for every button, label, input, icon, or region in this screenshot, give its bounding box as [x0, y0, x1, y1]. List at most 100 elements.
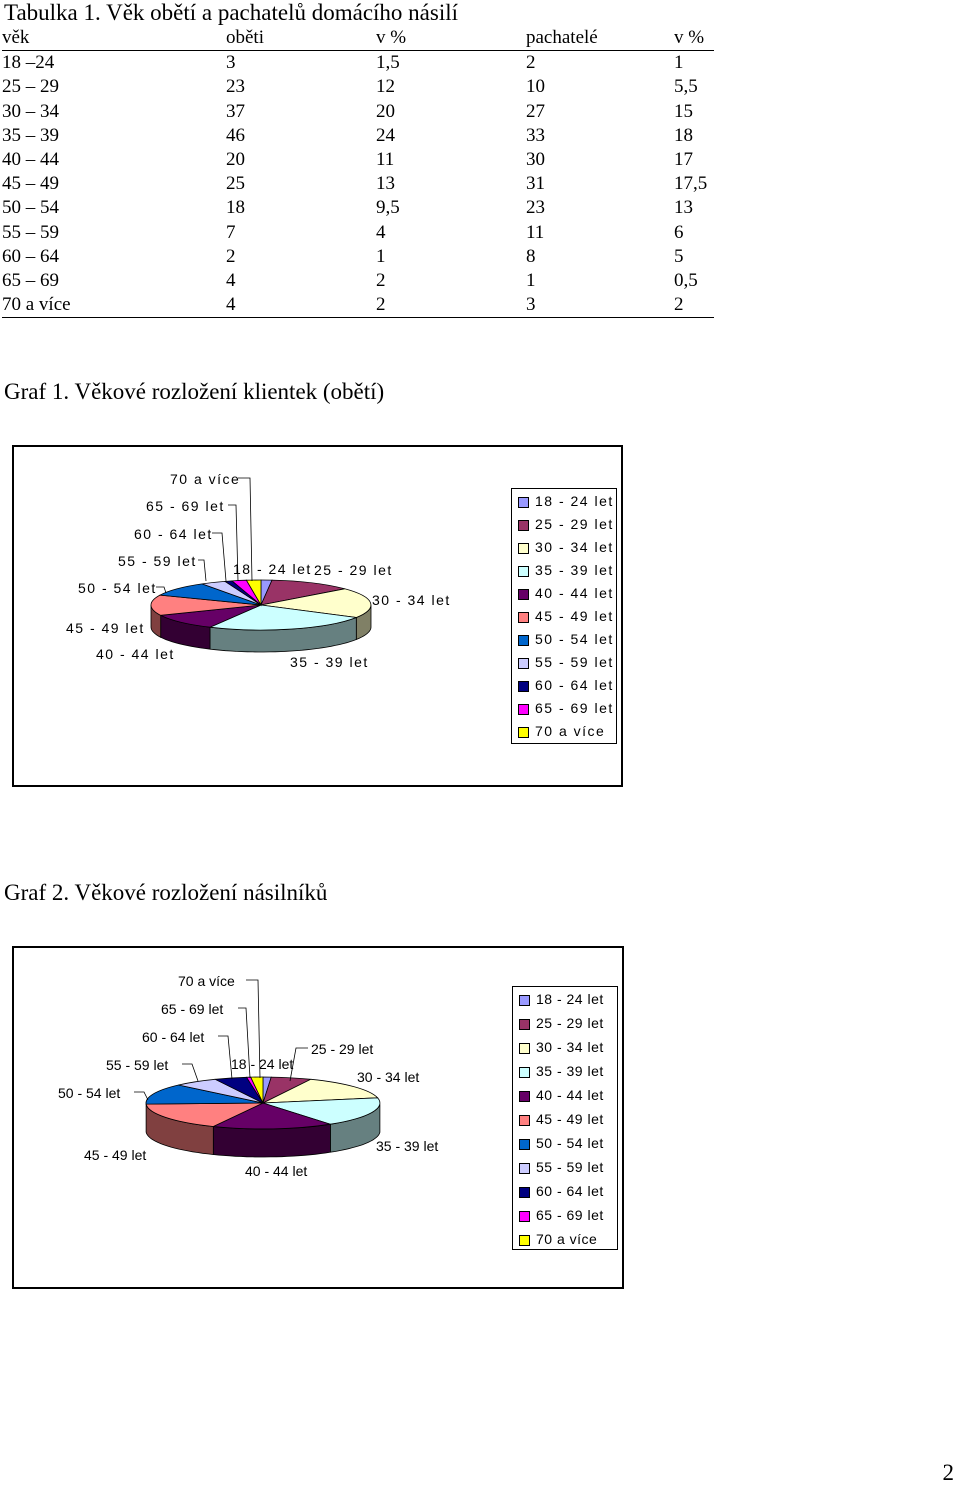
cell-perpetrators-pct: 15 — [674, 100, 693, 122]
slice-label: 70 a více — [170, 471, 240, 487]
legend-label: 50 - 54 let — [535, 631, 614, 647]
cell-victims-pct: 9,5 — [376, 197, 400, 219]
leader-line — [198, 559, 207, 582]
graf2-legend: 18 - 24 let 25 - 29 let 30 - 34 let 35 - 39… — [512, 986, 618, 1250]
slice-label: 35 - 39 let — [376, 1138, 438, 1154]
legend-label: 25 - 29 let — [536, 1015, 604, 1031]
cell-victims-pct: 13 — [376, 173, 395, 195]
slice-label: 45 - 49 let — [84, 1147, 146, 1163]
pie-slice — [211, 1102, 331, 1130]
legend-label: 50 - 54 let — [536, 1135, 604, 1151]
cell-age: 70 a více — [2, 293, 226, 319]
legend-item: 50 - 54 let — [518, 631, 614, 647]
cell-perpetrators: 23 — [526, 197, 545, 219]
leader-line — [182, 1063, 199, 1082]
table-row: 60 – 64 2 1 8 5 — [2, 245, 714, 269]
cell-perpetrators-pct: 18 — [674, 124, 693, 146]
legend-label: 35 - 39 let — [536, 1063, 604, 1079]
slice-label: 25 - 29 let — [314, 562, 393, 578]
cell-victims-pct: 2 — [376, 293, 526, 319]
legend-swatch — [518, 519, 529, 531]
cell-perpetrators: 8 — [526, 245, 536, 267]
legend-item: 40 - 44 let — [518, 585, 614, 601]
header-age: věk — [2, 26, 226, 52]
legend-swatch — [519, 1210, 530, 1222]
table-row: 65 – 69 4 2 1 0,5 — [2, 269, 714, 293]
cell-age: 45 – 49 — [2, 173, 59, 195]
cell-perpetrators: 30 — [526, 149, 545, 171]
legend-swatch — [519, 1090, 530, 1102]
legend-swatch — [519, 1114, 530, 1126]
table-row: 40 – 44 20 11 30 17 — [2, 148, 714, 172]
slice-label: 40 - 44 let — [96, 646, 175, 662]
cell-perpetrators: 1 — [526, 269, 536, 291]
legend-item: 30 - 34 let — [518, 539, 614, 555]
cell-perpetrators-pct: 0,5 — [674, 269, 698, 291]
legend-item: 55 - 59 let — [518, 654, 614, 670]
graf1-legend: 18 - 24 let 25 - 29 let 30 - 34 let 35 - 39… — [511, 488, 617, 744]
cell-perpetrators: 31 — [526, 173, 545, 195]
cell-victims-pct: 11 — [376, 149, 395, 171]
table-row: 45 – 49 25 13 31 17,5 — [2, 172, 714, 196]
leader-line — [238, 1007, 251, 1079]
legend-item: 45 - 49 let — [519, 1111, 604, 1127]
pie-slice — [260, 588, 372, 618]
table-row: 30 – 34 37 20 27 15 — [2, 100, 714, 124]
legend-label: 30 - 34 let — [536, 1039, 604, 1055]
cell-age: 35 – 39 — [2, 124, 59, 146]
legend-swatch — [519, 1138, 530, 1150]
legend-label: 55 - 59 let — [535, 654, 614, 670]
legend-swatch — [519, 994, 530, 1006]
cell-victims: 4 — [226, 269, 236, 291]
pie-slice — [208, 604, 358, 631]
table-row: 18 –24 3 1,5 2 1 — [2, 51, 714, 76]
legend-swatch — [518, 680, 529, 692]
cell-victims: 7 — [226, 221, 236, 243]
legend-item: 45 - 49 let — [518, 608, 614, 624]
leader-line — [156, 586, 167, 594]
legend-item: 25 - 29 let — [518, 516, 614, 532]
leader-line — [218, 1035, 233, 1080]
legend-label: 18 - 24 let — [535, 493, 614, 509]
legend-swatch — [519, 1066, 530, 1078]
legend-item: 18 - 24 let — [519, 991, 604, 1007]
legend-item: 25 - 29 let — [519, 1015, 604, 1031]
leader-line — [134, 1091, 149, 1101]
legend-label: 65 - 69 let — [535, 700, 614, 716]
leader-line — [238, 477, 253, 582]
legend-item: 60 - 64 let — [518, 677, 614, 693]
table-row: 35 – 39 46 24 33 18 — [2, 124, 714, 148]
pie-slice — [250, 1076, 264, 1104]
legend-label: 45 - 49 let — [536, 1111, 604, 1127]
legend-label: 35 - 39 let — [535, 562, 614, 578]
cell-age: 65 – 69 — [2, 269, 59, 291]
cell-age: 30 – 34 — [2, 100, 59, 122]
cell-age: 18 –24 — [2, 52, 55, 74]
cell-victims: 20 — [226, 149, 245, 171]
leader-line — [246, 979, 261, 1079]
cell-victims: 2 — [226, 245, 236, 267]
slice-label: 40 - 44 let — [245, 1163, 307, 1179]
legend-item: 55 - 59 let — [519, 1159, 604, 1175]
legend-item: 70 a více — [518, 723, 605, 739]
slice-label: 45 - 49 let — [66, 620, 145, 636]
legend-swatch — [518, 726, 529, 738]
table-title: Tabulka 1. Věk obětí a pachatelů domácíh… — [4, 0, 458, 25]
slice-label: 35 - 39 let — [290, 654, 369, 670]
slice-label: 65 - 69 let — [146, 498, 225, 514]
cell-age: 40 – 44 — [2, 149, 59, 171]
legend-swatch — [519, 1186, 530, 1198]
graf1-pie-svg: 18 - 24 let 25 - 29 let 30 - 34 let 35 - 39… — [66, 471, 449, 670]
legend-item: 50 - 54 let — [519, 1135, 604, 1151]
cell-perpetrators-pct: 2 — [674, 293, 714, 319]
slice-label: 65 - 69 let — [161, 1001, 223, 1017]
legend-label: 25 - 29 let — [535, 516, 614, 532]
cell-age: 25 – 29 — [2, 76, 59, 98]
legend-swatch — [519, 1042, 530, 1054]
age-table: věk oběti v % pachatelé v % 18 –24 3 1,5 2 1… — [2, 26, 714, 319]
legend-label: 30 - 34 let — [535, 539, 614, 555]
cell-perpetrators-pct: 1 — [674, 52, 684, 74]
legend-item: 35 - 39 let — [519, 1063, 604, 1079]
cell-perpetrators-pct: 17,5 — [674, 173, 708, 195]
cell-victims: 3 — [226, 52, 236, 74]
